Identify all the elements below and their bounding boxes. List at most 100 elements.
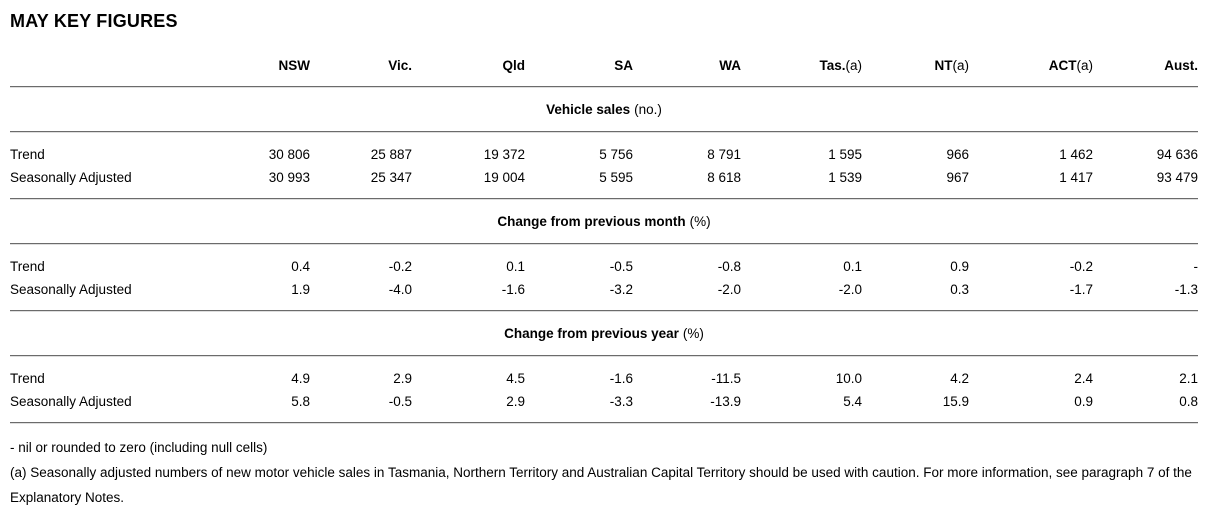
horizontal-rule <box>10 422 1198 424</box>
value-cell: 8 791 <box>707 147 741 162</box>
value-cell: -4.0 <box>388 282 412 297</box>
value-cell: -0.5 <box>388 394 412 409</box>
value-cell: 15.9 <box>942 394 969 409</box>
value-cell: -0.8 <box>717 259 741 274</box>
key-figures-table: NSW Vic. Qld SA WA Tas.(a) NT(a) ACT(a) … <box>10 58 1198 424</box>
value-cell: 5.4 <box>843 394 862 409</box>
value-cell: 2.9 <box>506 394 525 409</box>
column-header-nt: NT(a) <box>862 58 970 74</box>
row-label: Seasonally Adjusted <box>10 170 132 185</box>
value-cell: 4.9 <box>291 371 310 386</box>
value-cell: 0.9 <box>950 259 969 274</box>
value-cell: -1.6 <box>609 371 633 386</box>
column-header-qld: Qld <box>412 58 526 74</box>
section-unit: (no.) <box>634 102 662 117</box>
column-header-label: Vic. <box>388 58 412 73</box>
value-cell: 30 993 <box>268 170 310 185</box>
value-cell: - <box>1193 259 1199 274</box>
value-cell: -13.9 <box>710 394 741 409</box>
table-row-seasonally-adjusted: Seasonally Adjusted 30 993 25 347 19 004… <box>10 166 1198 189</box>
column-header-empty <box>10 58 210 74</box>
value-cell: -1.6 <box>501 282 525 297</box>
value-cell: 25 887 <box>370 147 412 162</box>
value-cell: -1.3 <box>1174 282 1198 297</box>
value-cell: 93 479 <box>1156 170 1198 185</box>
value-cell: 0.1 <box>843 259 862 274</box>
column-header-nsw: NSW <box>210 58 311 74</box>
value-cell: -11.5 <box>711 371 741 386</box>
table-row-seasonally-adjusted: Seasonally Adjusted 5.8 -0.5 2.9 -3.3 -1… <box>10 390 1198 413</box>
value-cell: 8 618 <box>707 170 741 185</box>
column-header-label: NT <box>934 58 953 73</box>
section-body-vehicle-sales: Trend 30 806 25 887 19 372 5 756 8 791 1… <box>10 133 1198 198</box>
value-cell: -0.2 <box>1069 259 1093 274</box>
column-header-wa: WA <box>633 58 741 74</box>
horizontal-rule <box>10 131 1198 133</box>
value-cell: 0.1 <box>506 259 525 274</box>
value-cell: 2.9 <box>393 371 412 386</box>
value-cell: 10.0 <box>835 371 862 386</box>
column-header-label: WA <box>719 58 741 73</box>
value-cell: 5 595 <box>599 170 633 185</box>
column-header-note: (a) <box>1076 58 1094 73</box>
value-cell: 1 417 <box>1059 170 1093 185</box>
value-cell: 1 462 <box>1059 147 1093 162</box>
value-cell: 966 <box>946 147 969 162</box>
row-label: Seasonally Adjusted <box>10 394 132 409</box>
column-header-label: Aust. <box>1164 58 1198 73</box>
column-header-row: NSW Vic. Qld SA WA Tas.(a) NT(a) ACT(a) … <box>10 58 1199 86</box>
value-cell: 5.8 <box>291 394 310 409</box>
column-header-sa: SA <box>525 58 633 74</box>
column-header-vic: Vic. <box>310 58 412 74</box>
value-cell: 2.4 <box>1074 371 1093 386</box>
column-header-tas: Tas.(a) <box>741 58 862 74</box>
value-cell: 0.8 <box>1179 394 1198 409</box>
value-cell: 25 347 <box>370 170 412 185</box>
value-cell: -0.2 <box>388 259 412 274</box>
column-header-note: (a) <box>952 58 970 73</box>
value-cell: 30 806 <box>268 147 310 162</box>
horizontal-rule <box>10 198 1198 200</box>
column-header-label: SA <box>614 58 633 73</box>
column-header-act: ACT(a) <box>969 58 1093 74</box>
column-header-note: (a) <box>845 58 863 73</box>
column-header-label: Tas. <box>819 58 846 73</box>
horizontal-rule <box>10 243 1198 245</box>
value-cell: -1.7 <box>1069 282 1093 297</box>
table-row-trend: Trend 0.4 -0.2 0.1 -0.5 -0.8 0.1 0.9 -0.… <box>10 255 1198 278</box>
value-cell: 19 004 <box>483 170 525 185</box>
value-cell: 1 539 <box>828 170 862 185</box>
row-label: Trend <box>10 371 45 386</box>
value-cell: 4.2 <box>950 371 969 386</box>
section-heading-change-month: Change from previous month (%) <box>10 200 1198 243</box>
value-cell: -3.2 <box>609 282 633 297</box>
section-body-change-month: Trend 0.4 -0.2 0.1 -0.5 -0.8 0.1 0.9 -0.… <box>10 245 1198 310</box>
value-cell: 0.4 <box>291 259 310 274</box>
value-cell: -2.0 <box>838 282 862 297</box>
section-title: Change from previous year <box>504 326 679 341</box>
column-header-aust: Aust. <box>1093 58 1198 74</box>
value-cell: -3.3 <box>609 394 633 409</box>
value-cell: -2.0 <box>717 282 741 297</box>
section-title: Vehicle sales <box>546 102 631 117</box>
horizontal-rule <box>10 86 1198 88</box>
value-cell: 4.5 <box>506 371 525 386</box>
section-body-change-year: Trend 4.9 2.9 4.5 -1.6 -11.5 10.0 4.2 2.… <box>10 357 1198 422</box>
horizontal-rule <box>10 310 1198 312</box>
value-cell: 0.9 <box>1074 394 1093 409</box>
row-label: Trend <box>10 147 45 162</box>
column-header-label: Qld <box>502 58 526 73</box>
page-title: MAY KEY FIGURES <box>10 11 178 31</box>
horizontal-rule <box>10 355 1198 357</box>
row-label: Seasonally Adjusted <box>10 282 132 297</box>
section-unit: (%) <box>682 326 704 341</box>
value-cell: -0.5 <box>609 259 633 274</box>
value-cell: 967 <box>946 170 969 185</box>
value-cell: 2.1 <box>1179 371 1198 386</box>
value-cell: 19 372 <box>483 147 525 162</box>
section-heading-vehicle-sales: Vehicle sales (no.) <box>10 88 1198 131</box>
table-row-trend: Trend 4.9 2.9 4.5 -1.6 -11.5 10.0 4.2 2.… <box>10 367 1198 390</box>
section-title: Change from previous month <box>497 214 686 229</box>
section-heading-change-year: Change from previous year (%) <box>10 312 1198 355</box>
